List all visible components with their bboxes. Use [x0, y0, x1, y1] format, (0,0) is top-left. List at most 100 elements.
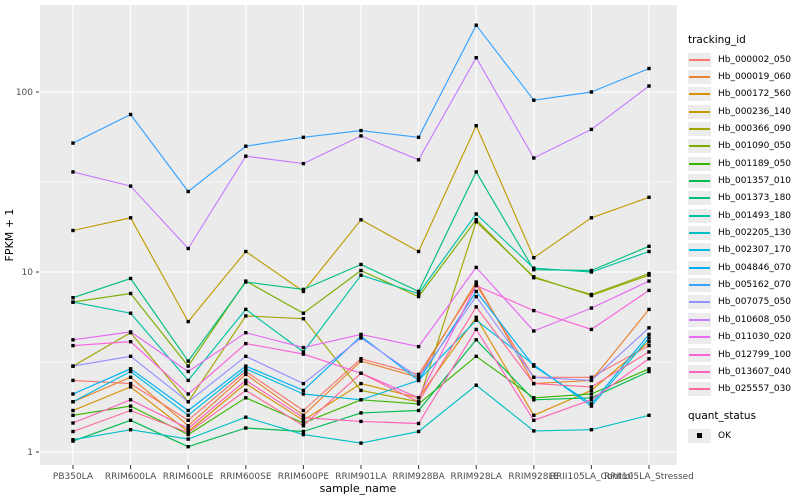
legend-key-line: [689, 301, 710, 304]
x-tick-label: PB350LA: [53, 472, 94, 482]
legend-label: Hb_011030_020: [718, 332, 792, 343]
legend-key-line: [689, 388, 710, 391]
data-point: [186, 426, 190, 431]
data-point: [186, 400, 190, 404]
data-point: [71, 300, 75, 304]
data-point: [71, 296, 75, 300]
data-point: [301, 161, 306, 166]
legend-key-swatch: [688, 174, 711, 189]
x-tick-label: RRIM600LA: [105, 472, 157, 482]
data-point: [416, 408, 421, 413]
data-point: [71, 438, 75, 442]
data-point: [244, 367, 248, 371]
data-point: [359, 419, 363, 424]
legend-label: Hb_004846_070: [718, 262, 792, 273]
data-point: [474, 265, 478, 270]
data-point: [474, 318, 478, 322]
plot-panel-layer: [40, 5, 677, 465]
legend-entry-Hb_002307_170: Hb_002307_170: [688, 242, 798, 259]
data-point: [186, 319, 190, 324]
data-point: [474, 124, 478, 128]
y-tick-label: 10: [22, 268, 34, 278]
legend-title-quant-status: quant_status: [688, 409, 757, 422]
data-point: [186, 432, 190, 437]
data-point: [186, 418, 190, 422]
data-point: [186, 378, 190, 383]
data-point: [416, 289, 421, 294]
data-point: [416, 372, 421, 377]
legend-key-line: [689, 353, 710, 356]
data-point: [416, 249, 421, 254]
data-point: [128, 340, 133, 344]
data-point: [301, 289, 306, 294]
data-point: [244, 381, 248, 386]
data-point: [532, 276, 536, 280]
legend-entry-Hb_000172_560: Hb_000172_560: [688, 86, 798, 103]
data-point: [71, 429, 75, 434]
data-point: [474, 289, 478, 294]
legend-title-tracking-id: tracking_id: [688, 34, 746, 46]
data-point: [359, 359, 363, 363]
data-point: [244, 354, 248, 358]
data-point: [589, 375, 594, 379]
data-point: [301, 345, 306, 350]
legend-key-line: [689, 58, 710, 61]
data-point: [359, 371, 363, 375]
legend-label: Hb_001189_050: [718, 158, 792, 169]
legend-entry-Hb_025557_030: Hb_025557_030: [688, 381, 798, 398]
data-point: [647, 66, 651, 71]
data-point: [186, 431, 190, 435]
legend-label: Hb_000366_090: [718, 124, 792, 135]
quant-entry-OK: OK: [688, 427, 798, 444]
data-point: [186, 189, 190, 194]
data-point: [589, 428, 594, 432]
data-point: [647, 249, 651, 254]
data-point: [416, 375, 421, 379]
data-point: [416, 400, 421, 404]
data-point: [359, 262, 363, 267]
legend-entry-Hb_005162_070: Hb_005162_070: [688, 276, 798, 293]
data-point: [71, 364, 75, 368]
data-point: [474, 170, 478, 174]
data-point: [589, 327, 594, 332]
data-point: [128, 408, 133, 413]
data-point: [532, 413, 536, 417]
data-point: [71, 421, 75, 425]
legend-key-line: [689, 318, 710, 321]
quant-label: OK: [718, 430, 731, 441]
x-tick-label: RRIM600SE: [220, 472, 272, 482]
data-point: [647, 369, 651, 374]
data-point: [186, 445, 190, 449]
x-tick-label: RRIM928LA: [450, 472, 502, 482]
data-point: [244, 415, 248, 419]
data-point: [359, 128, 363, 133]
data-point: [244, 372, 248, 377]
data-point: [647, 340, 651, 344]
data-point: [244, 314, 248, 318]
data-point: [244, 388, 248, 393]
y-tick-label: 100: [16, 88, 33, 98]
data-point: [359, 332, 363, 337]
data-point: [71, 343, 75, 348]
legend-label: Hb_005162_070: [718, 280, 792, 291]
data-point: [416, 378, 421, 383]
point-layer: [71, 23, 651, 449]
data-point: [647, 343, 651, 348]
legend-key-swatch: [688, 87, 711, 102]
data-point: [244, 144, 248, 148]
data-point: [128, 330, 133, 334]
legend-label: Hb_001373_180: [718, 193, 792, 204]
legend-key-swatch: [688, 347, 711, 362]
data-point: [301, 135, 306, 139]
data-point: [71, 141, 75, 145]
data-point: [647, 279, 651, 283]
data-point: [532, 429, 536, 433]
x-tick-label: RRIM901LA: [335, 472, 387, 482]
data-point: [301, 408, 306, 413]
legend-entry-Hb_013607_040: Hb_013607_040: [688, 363, 798, 380]
legend-label: Hb_013607_040: [718, 366, 792, 377]
data-point: [128, 291, 133, 296]
data-point: [647, 326, 651, 330]
legend-key-swatch: [688, 104, 711, 119]
